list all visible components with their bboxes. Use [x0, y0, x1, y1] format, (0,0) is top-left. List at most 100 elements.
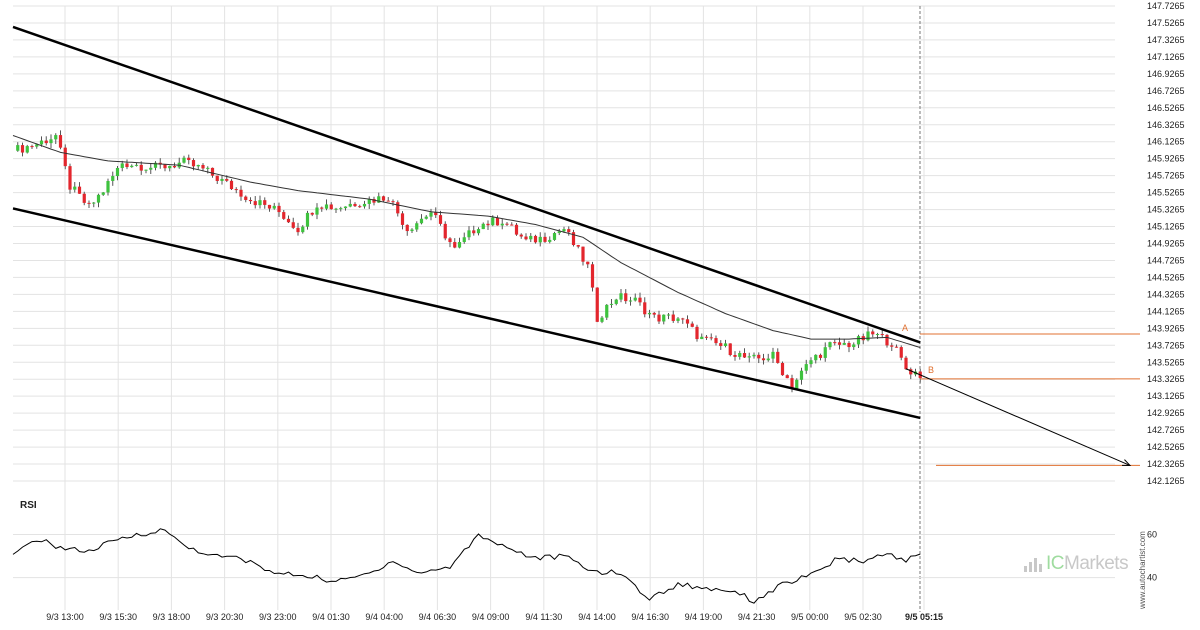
bullish-candle [548, 239, 552, 242]
time-tick-label: 9/3 18:00 [153, 612, 191, 622]
bearish-candle [904, 357, 908, 370]
bearish-candle [329, 204, 333, 210]
bearish-candle [871, 331, 875, 335]
bearish-candle [353, 203, 357, 207]
bullish-candle [25, 146, 29, 153]
bullish-candle [538, 236, 542, 243]
bullish-candle [301, 226, 305, 233]
bearish-candle [776, 351, 780, 363]
bearish-candle [486, 223, 490, 226]
price-tick-label: 147.7265 [1147, 1, 1185, 11]
time-tick-label: 9/4 06:30 [419, 612, 457, 622]
bearish-candle [400, 213, 405, 225]
time-tick-label: 9/4 16:30 [631, 612, 669, 622]
bearish-candle [201, 164, 205, 169]
bearish-candle [381, 196, 386, 201]
bullish-candle [866, 331, 870, 341]
rsi-grid [13, 534, 1115, 579]
bearish-candle [709, 337, 713, 339]
bearish-candle [695, 326, 699, 340]
bearish-candle [163, 164, 167, 169]
bearish-candle [681, 318, 685, 320]
price-tick-label: 143.1265 [1147, 391, 1185, 401]
bullish-candle [153, 162, 158, 168]
bullish-candle [491, 217, 495, 226]
bearish-candle [443, 223, 447, 239]
bearish-candle [82, 193, 86, 203]
bullish-candle [220, 178, 224, 181]
bearish-candle [505, 223, 509, 225]
bullish-candle [144, 169, 148, 171]
bearish-candle [44, 140, 48, 144]
bearish-candle [68, 166, 72, 190]
bullish-candle [609, 303, 614, 305]
time-tick-label: 9/4 09:00 [472, 612, 510, 622]
time-tick-label: 9/5 05:15 [905, 612, 943, 622]
price-tick-label: 147.3265 [1147, 35, 1185, 45]
bullish-candle [96, 194, 101, 203]
price-tick-label: 142.7265 [1147, 425, 1185, 435]
bullish-candle [771, 351, 775, 359]
bearish-candle [63, 147, 67, 167]
bullish-candle [676, 318, 680, 321]
bullish-candle [828, 342, 832, 348]
bullish-candle [115, 167, 120, 177]
bearish-candle [438, 215, 443, 224]
bullish-candle [476, 229, 481, 234]
forecast-levels: AB [902, 323, 1140, 466]
bearish-candle [405, 224, 409, 232]
bearish-candle [785, 375, 789, 379]
bullish-candle [856, 336, 861, 345]
bearish-candle [386, 200, 390, 202]
bearish-candle [704, 336, 709, 338]
channel-upper-trendline [12, 25, 921, 344]
bullish-candle [700, 336, 704, 340]
price-tick-label: 142.1265 [1147, 476, 1185, 486]
bearish-candle [229, 180, 234, 190]
price-tick-label: 146.3265 [1147, 120, 1185, 130]
bullish-candle [633, 297, 637, 301]
bullish-candle [842, 342, 846, 345]
bullish-candle [747, 356, 751, 358]
bullish-candle [804, 364, 808, 371]
forecast-arrow-line [905, 368, 1131, 466]
bullish-candle [16, 145, 20, 151]
price-tick-label: 145.3265 [1147, 205, 1185, 215]
bullish-candle [348, 203, 352, 207]
bearish-candle [543, 236, 547, 242]
price-tick-label: 144.9265 [1147, 239, 1185, 249]
bearish-candle [833, 342, 837, 344]
bearish-candle [567, 229, 571, 233]
time-tick-label: 9/4 21:30 [738, 612, 776, 622]
price-tick-label: 143.3265 [1147, 374, 1185, 384]
bullish-candle [823, 347, 827, 358]
price-axis: 147.7265 147.5265 147.3265 147.1265 146.9265… [1147, 1, 1185, 486]
bullish-candle [149, 167, 153, 170]
bearish-candle [20, 145, 25, 153]
rsi-line [12, 528, 921, 604]
bearish-candle [880, 334, 884, 336]
bearish-candle [780, 362, 785, 376]
price-tick-label: 143.7265 [1147, 340, 1185, 350]
bearish-candle [790, 378, 794, 389]
price-tick-label: 142.9265 [1147, 408, 1185, 418]
candlestick-series [16, 130, 922, 393]
bullish-candle [852, 344, 856, 348]
bullish-candle [429, 212, 433, 217]
time-tick-label: 9/4 04:00 [365, 612, 403, 622]
price-tick-label: 143.9265 [1147, 323, 1185, 333]
bullish-candle [500, 223, 504, 226]
bearish-candle [757, 354, 761, 359]
bullish-candle [134, 164, 139, 166]
bullish-candle [552, 233, 557, 240]
bullish-candle [258, 200, 262, 206]
bearish-candle [576, 245, 580, 247]
price-tick-label: 146.5265 [1147, 103, 1185, 113]
bullish-candle [766, 358, 770, 361]
logo-name: Markets [1064, 553, 1129, 574]
time-tick-label: 9/4 14:00 [578, 612, 616, 622]
time-tick-label: 9/4 01:30 [312, 612, 350, 622]
rsi-panel-title: RSI [20, 500, 37, 511]
bearish-candle [244, 196, 248, 200]
